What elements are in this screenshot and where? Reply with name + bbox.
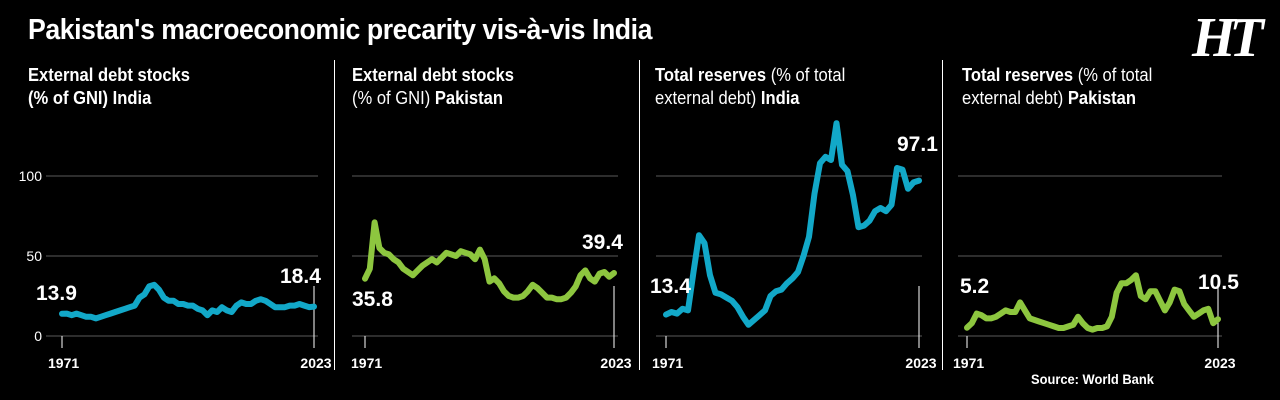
- panel-title-line1-rest: (% of total: [766, 65, 846, 85]
- end-value-label: 18.4: [280, 265, 321, 288]
- panel-divider: [942, 60, 943, 370]
- panel-title-line1: External debt stocks: [352, 65, 514, 85]
- panel-title-line1-bold: Total reserves: [962, 65, 1074, 85]
- start-value-label: 5.2: [960, 275, 989, 298]
- panel-title-line2-prefix: external debt): [655, 88, 761, 108]
- end-value-label: 10.5: [1198, 271, 1239, 294]
- series-line-india: [663, 120, 922, 328]
- panel-title-line1: External debt stocks: [28, 65, 190, 85]
- start-value-label: 13.4: [650, 275, 691, 298]
- panel-divider: [639, 60, 640, 370]
- end-value-label: 97.1: [897, 133, 938, 156]
- x-tick-label: 2023: [300, 355, 331, 371]
- start-value-label: 35.8: [352, 288, 393, 311]
- panel-title-india-reserves: Total reserves (% of total external debt…: [655, 64, 845, 110]
- x-tick-label: 2023: [600, 355, 631, 371]
- panel-title-country: Pakistan: [434, 88, 503, 108]
- x-tick-label: 2023: [905, 355, 936, 371]
- end-value-label: 39.4: [582, 231, 623, 254]
- panel-title-line1-rest: (% of total: [1073, 65, 1153, 85]
- panel-title-country: India: [760, 88, 800, 108]
- panel-title-pakistan-reserves: Total reserves (% of total external debt…: [962, 64, 1152, 110]
- headline: Pakistan's macroeconomic precarity vis-à…: [28, 14, 652, 46]
- series-line-india: [59, 281, 317, 322]
- panel-title-line2-prefix: (% of GNI): [28, 88, 113, 108]
- panel-title-country: Pakistan: [1067, 88, 1136, 108]
- panel-title-country: India: [112, 88, 152, 108]
- series-line-pakistan: [362, 219, 617, 303]
- panel-title-india-debt: External debt stocks (% of GNI) India: [28, 64, 190, 110]
- start-value-label: 13.9: [36, 282, 77, 305]
- x-tick-label: 1971: [351, 355, 382, 371]
- y-tick-label: 50: [26, 248, 42, 264]
- series-line-pakistan: [964, 272, 1221, 333]
- source-note: Source: World Bank: [1031, 371, 1154, 387]
- panel-title-line1-bold: Total reserves: [655, 65, 767, 85]
- ht-logo: HT: [1192, 7, 1264, 69]
- panel-divider: [334, 60, 335, 370]
- y-tick-label: 0: [34, 328, 42, 344]
- panel-title-pakistan-debt: External debt stocks (% of GNI) Pakistan: [352, 64, 514, 110]
- y-tick-label: 100: [19, 168, 43, 184]
- x-tick-label: 2023: [1204, 355, 1235, 371]
- panel-title-line2-prefix: external debt): [962, 88, 1068, 108]
- x-tick-label: 1971: [652, 355, 683, 371]
- x-tick-label: 1971: [953, 355, 984, 371]
- x-tick-label: 1971: [48, 355, 79, 371]
- panel-title-line2-prefix: (% of GNI): [352, 88, 435, 108]
